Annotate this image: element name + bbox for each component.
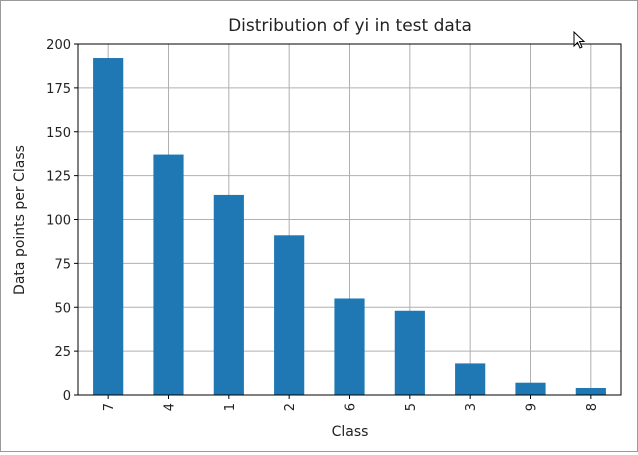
x-tick-label: 8	[585, 403, 600, 411]
bars	[93, 58, 606, 395]
bar-class-1	[213, 194, 244, 395]
bar-class-2	[274, 235, 305, 395]
x-axis-ticks: 7 4 1 2 6 5 3 9 8	[102, 395, 600, 411]
chart-title: Distribution of yi in test data	[228, 16, 472, 36]
x-tick-label: 4	[163, 403, 178, 411]
y-tick-label: 0	[63, 389, 71, 404]
plot-frame	[77, 43, 622, 396]
bar-class-6	[334, 298, 365, 395]
bar-class-7	[93, 58, 124, 395]
bar-class-5	[394, 310, 425, 395]
y-axis-label: Data points per Class	[12, 145, 28, 295]
bar-class-3	[455, 363, 486, 395]
y-tick-label: 25	[54, 345, 71, 360]
bar-class-8	[575, 387, 606, 395]
y-tick-label: 75	[54, 257, 71, 272]
y-tick-label: 175	[46, 82, 71, 97]
x-tick-label: 5	[404, 403, 419, 411]
x-tick-label: 2	[283, 403, 298, 411]
y-axis-ticks: 0 25 50 75 100 125 150 175 200	[46, 38, 78, 404]
bar-class-9	[515, 382, 546, 395]
bar-class-4	[153, 154, 184, 395]
y-tick-label: 150	[46, 126, 71, 141]
y-tick-label: 125	[46, 170, 71, 185]
x-tick-label: 1	[223, 403, 238, 411]
y-tick-label: 200	[46, 38, 71, 53]
x-tick-label: 9	[525, 403, 540, 411]
y-tick-label: 100	[46, 214, 71, 229]
y-tick-label: 50	[54, 301, 71, 316]
x-tick-label: 6	[344, 403, 359, 411]
x-tick-label: 3	[464, 403, 479, 411]
x-axis-label: Class	[332, 424, 369, 440]
mouse-pointer-icon	[573, 31, 586, 49]
x-tick-label: 7	[102, 403, 117, 411]
